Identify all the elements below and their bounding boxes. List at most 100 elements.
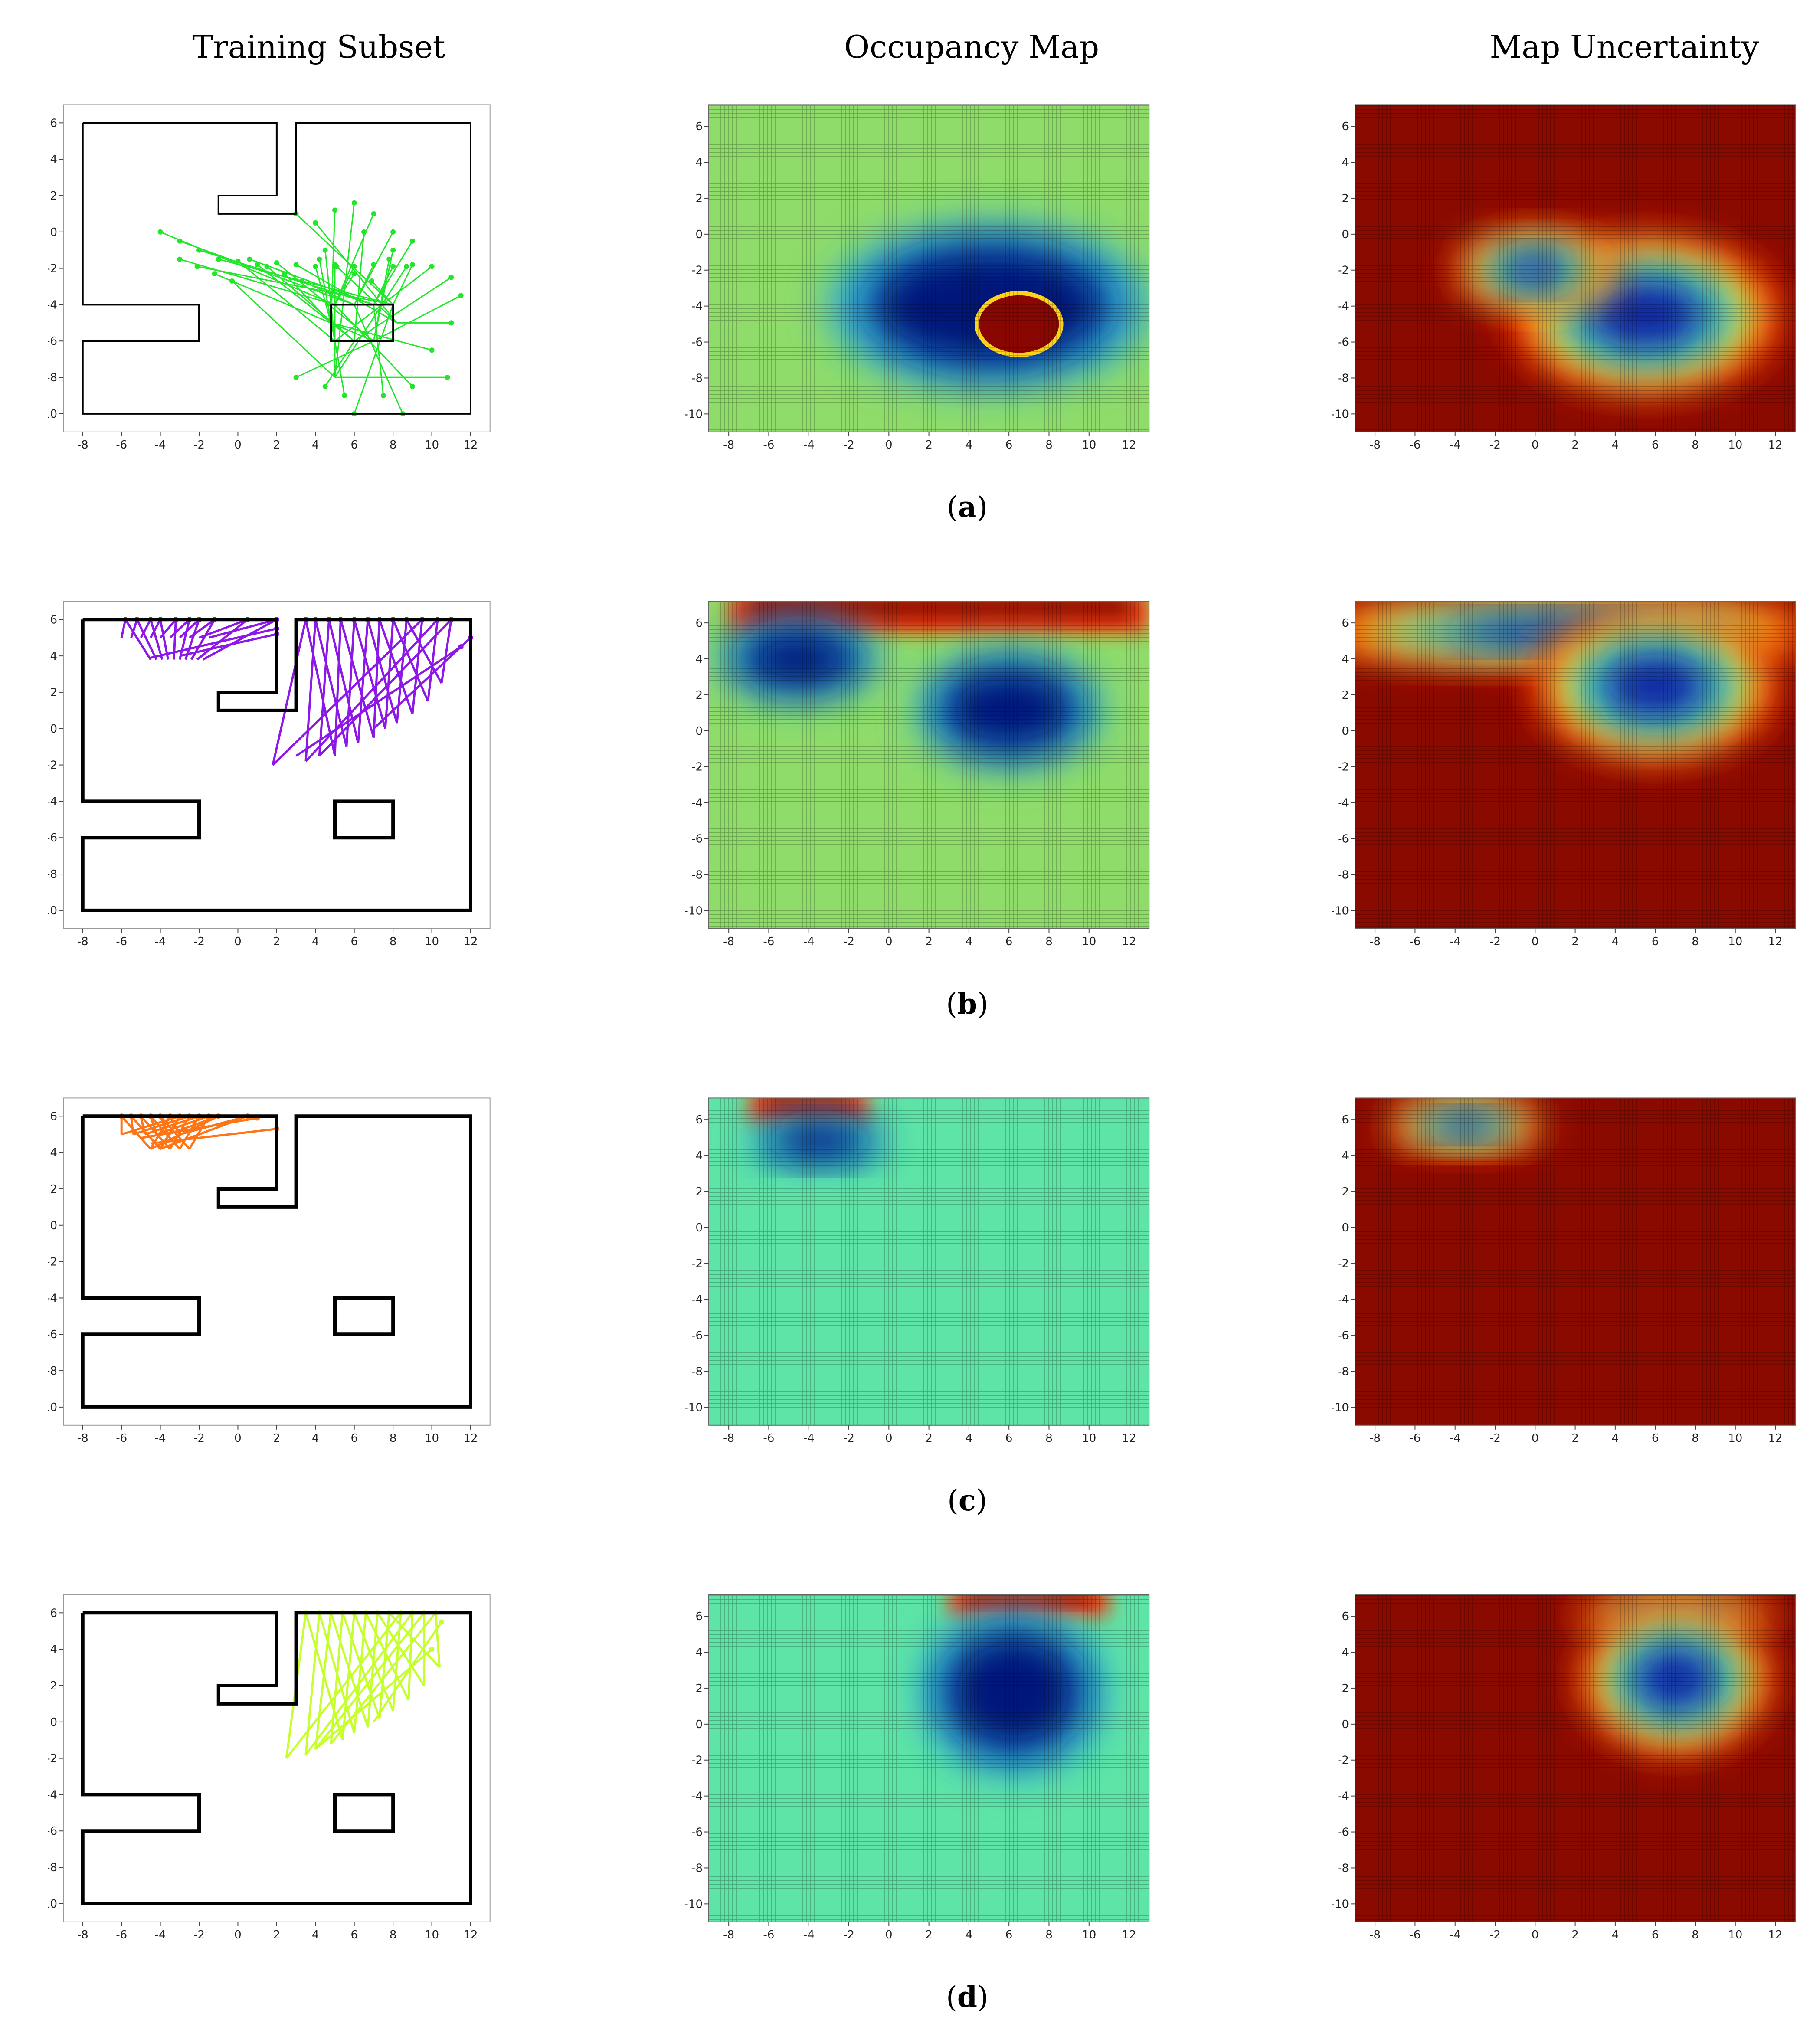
y-tick-label: -10	[685, 904, 703, 917]
y-tick-label: -2	[1338, 1754, 1349, 1767]
y-tick-label: -2	[48, 1752, 57, 1765]
y-tick-label: -4	[691, 1790, 703, 1803]
caption-d: (d)	[946, 1980, 989, 2014]
ray-endpoint	[409, 384, 415, 390]
ray-line	[304, 1612, 413, 1755]
x-tick-label: 12	[463, 935, 478, 948]
x-tick-label: 8	[1045, 1928, 1053, 1941]
axes-frame	[708, 1594, 1150, 1922]
ray-line	[257, 264, 355, 342]
x-tick-label: -4	[1450, 439, 1461, 452]
y-tick-label: 2	[695, 689, 703, 702]
ray-line	[179, 619, 200, 639]
x-tick-label: -8	[77, 439, 88, 452]
ray-line	[178, 619, 191, 660]
x-tick-label: 12	[1122, 1928, 1136, 1941]
x-tick-label: -2	[843, 439, 854, 452]
y-tick-label: -6	[691, 833, 703, 846]
y-tick-label: -6	[691, 1826, 703, 1839]
x-tick-label: 2	[925, 1432, 933, 1445]
x-tick-label: -4	[155, 1928, 166, 1941]
ray-endpoint	[282, 271, 287, 277]
y-tick-label: -2	[1338, 264, 1349, 277]
ray-line	[354, 232, 394, 305]
ray-line	[141, 1117, 258, 1139]
x-tick-label: 6	[1005, 935, 1013, 948]
x-tick-label: 2	[925, 439, 933, 452]
x-tick-label: 0	[885, 1432, 893, 1445]
y-tick-label: -4	[48, 795, 57, 808]
ray-line	[318, 619, 331, 756]
ray-endpoint	[409, 238, 415, 244]
chart-c-occupancy: -8 -6 -4 -2 0 2 4 6 8 10 12 -10 -8 -6 -4 -2 0 2 4 6	[685, 1097, 1150, 1445]
y-tick-label: -8	[48, 1365, 57, 1378]
x-tick-label: -8	[1369, 935, 1381, 948]
x-tick-label: 0	[234, 1928, 242, 1941]
x-tick-label: 0	[885, 935, 893, 948]
x-tick-label: -4	[803, 439, 815, 452]
x-tick-label: -4	[155, 1432, 166, 1445]
axes-frame	[1355, 1594, 1796, 1922]
y-tick-label: -2	[1338, 1257, 1349, 1270]
ray-line	[304, 619, 317, 762]
chart-c-uncertainty: -8 -6 -4 -2 0 2 4 6 8 10 12 -10 -8 -6 -4 -2 0 2 4 6	[1332, 1097, 1796, 1445]
caption-b: (b)	[946, 987, 989, 1021]
y-tick-label: -6	[1338, 1329, 1349, 1342]
chart-a-occupancy: -8 -6 -4 -2 0 2 4 6 8 10 12 -10 -8 -6 -4 -2 0 2 4 6	[685, 104, 1150, 452]
y-tick-label: 0	[50, 226, 58, 239]
ray-line	[179, 633, 277, 657]
x-tick-label: 8	[390, 1432, 397, 1445]
ray-endpoint	[390, 247, 396, 253]
x-tick-label: -4	[803, 935, 815, 948]
x-tick-label: -4	[803, 1928, 815, 1941]
chart-d-occupancy: -8 -6 -4 -2 0 2 4 6 8 10 12 -10 -8 -6 -4 -2 0 2 4 6	[685, 1594, 1150, 1941]
y-tick-label: -6	[1338, 1826, 1349, 1839]
ray-endpoint	[299, 278, 304, 284]
x-tick-label: 12	[463, 439, 478, 452]
y-tick-label: -8	[1338, 1365, 1349, 1378]
x-tick-label: 12	[1122, 1432, 1136, 1445]
y-tick-label: 6	[695, 617, 703, 630]
x-tick-label: -4	[1450, 1432, 1461, 1445]
ray-line	[150, 619, 161, 638]
y-tick-label: 4	[50, 1146, 58, 1159]
ray-line	[367, 619, 398, 724]
ray-line	[150, 1128, 277, 1145]
ray-line	[334, 340, 345, 396]
y-tick-label: -10	[1332, 904, 1349, 917]
ray-line	[373, 259, 390, 341]
y-tick-label: -4	[691, 1293, 703, 1306]
ray-line	[301, 280, 355, 305]
y-tick-label: 0	[695, 725, 703, 738]
x-tick-label: 4	[312, 1928, 319, 1941]
ray-endpoint	[212, 271, 217, 277]
x-tick-label: 0	[885, 439, 893, 452]
ray-endpoint	[274, 260, 279, 266]
x-tick-label: -6	[1409, 439, 1421, 452]
grid-overlay	[1355, 1594, 1796, 1922]
x-tick-label: 6	[350, 935, 358, 948]
y-tick-label: -8	[691, 868, 703, 881]
x-tick-label: 10	[425, 1432, 439, 1445]
y-tick-label: 4	[50, 1643, 58, 1656]
y-tick-label: 2	[50, 686, 58, 699]
ray-line	[334, 213, 374, 305]
y-tick-label: 0	[50, 1219, 58, 1232]
ray-line	[249, 259, 374, 305]
x-tick-label: 0	[1532, 1928, 1539, 1941]
x-tick-label: 6	[1652, 1928, 1659, 1941]
ray-line	[314, 266, 332, 323]
x-tick-label: -6	[763, 1928, 774, 1941]
y-tick-label: 4	[50, 650, 58, 663]
ray-line	[373, 1621, 442, 1723]
ray-line	[376, 1612, 425, 1686]
x-tick-label: 4	[312, 1432, 319, 1445]
ray-endpoint	[322, 384, 328, 390]
y-tick-label: -10	[685, 1898, 703, 1911]
y-tick-label: -4	[1338, 300, 1349, 313]
x-tick-label: -6	[763, 439, 774, 452]
x-tick-label: 0	[234, 1432, 242, 1445]
y-tick-label: -4	[1338, 1790, 1349, 1803]
x-tick-label: 4	[966, 1928, 973, 1941]
x-tick-label: 6	[1652, 935, 1659, 948]
